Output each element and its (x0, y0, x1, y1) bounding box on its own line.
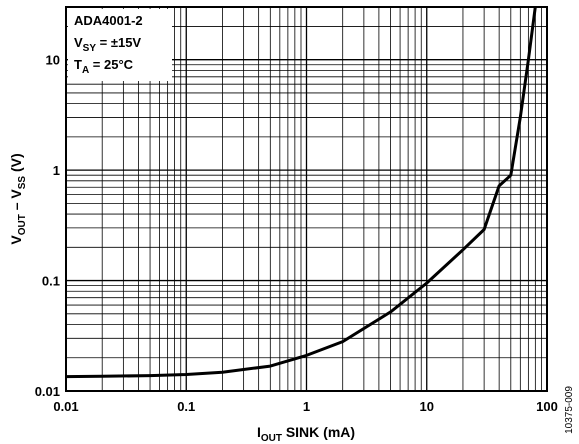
x-tick-label: 100 (536, 399, 558, 414)
x-axis-label: IOUT SINK (mA) (257, 424, 355, 444)
annotation-device: ADA4001-2 (74, 13, 143, 28)
x-tick-label: 0.1 (177, 399, 195, 414)
annotation-temperature: TA = 25°C (74, 57, 134, 76)
y-tick-label: 0.1 (42, 274, 60, 289)
plot-frame (65, 6, 548, 392)
y-axis-label: VOUT – VSS (V) (8, 153, 28, 244)
y-tick-label: 10 (46, 53, 60, 68)
x-tick-label: 0.01 (53, 399, 78, 414)
figure-code: 10375-009 (564, 386, 575, 434)
y-tick-labels: 0.01 0.1 1 10 (35, 53, 60, 399)
series-line (65, 6, 537, 379)
annotation-box (68, 9, 172, 81)
annotation-supply: VSY = ±15V (74, 35, 141, 54)
x-tick-label: 1 (303, 399, 310, 414)
x-tick-labels: 0.01 0.1 1 10 100 (53, 399, 558, 414)
x-tick-label: 10 (420, 399, 434, 414)
y-tick-label: 0.01 (35, 384, 60, 399)
y-tick-label: 1 (53, 163, 60, 178)
